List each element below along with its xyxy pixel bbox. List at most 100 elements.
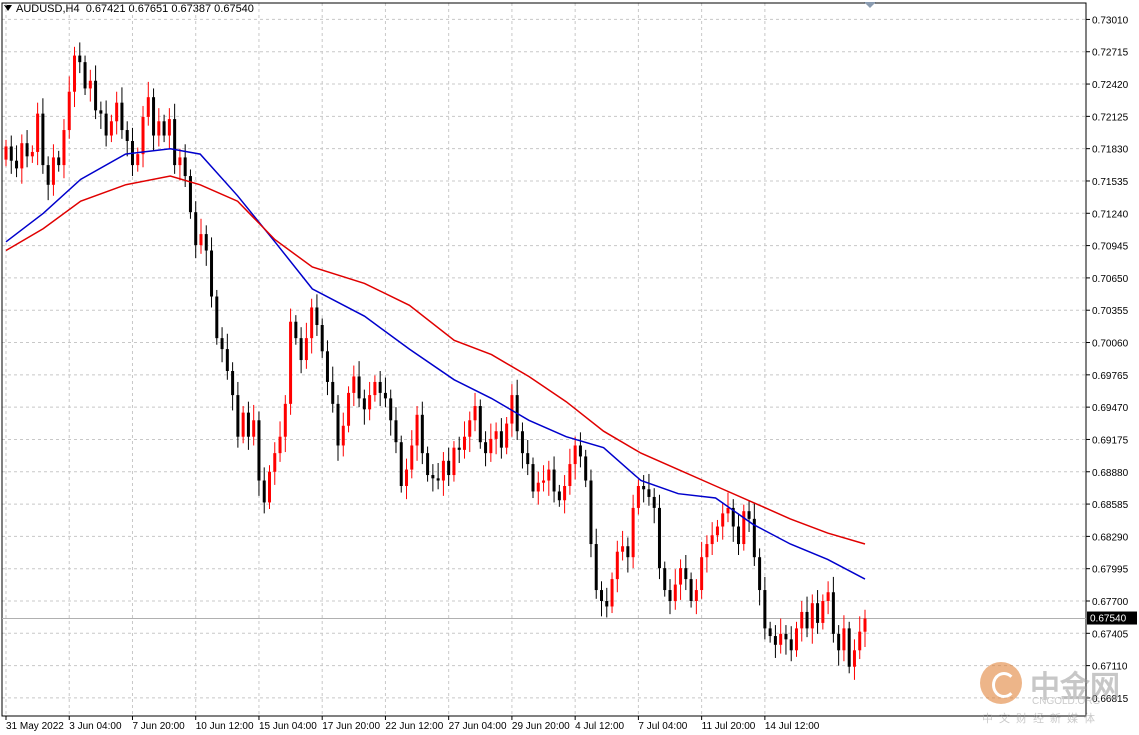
candle-body [204, 234, 208, 251]
candle-body [737, 526, 741, 545]
candle-body [700, 557, 704, 591]
candle-body [784, 633, 788, 640]
candle-body [278, 436, 282, 454]
candle-body [310, 307, 314, 339]
candle-body [668, 590, 672, 601]
candle-body [73, 55, 77, 92]
candle-body [578, 445, 582, 457]
candle-body [631, 507, 635, 558]
candle-body [600, 590, 604, 601]
last-price-label: 0.67540 [1090, 614, 1127, 625]
candle-body [267, 471, 271, 503]
candle-body [426, 453, 430, 476]
x-tick-label: 31 May 2022 [6, 721, 64, 732]
candle-body [109, 121, 113, 136]
candle-body [30, 151, 34, 157]
menu-triangle-icon[interactable] [4, 5, 12, 11]
candle-body [642, 486, 646, 490]
candle-body [763, 590, 767, 629]
candle-body [531, 464, 535, 492]
y-tick-label: 0.67110 [1092, 662, 1128, 673]
candle-body [694, 590, 698, 601]
candle-body [573, 445, 577, 465]
y-tick-label: 0.67700 [1092, 597, 1129, 608]
candle-body [325, 351, 329, 382]
candle-body [389, 398, 393, 421]
candle-body [136, 154, 140, 166]
candle-body [684, 568, 688, 580]
candle-body [478, 406, 482, 443]
ohlc-readout: 0.67421 0.67651 0.67387 0.67540 [85, 3, 254, 15]
candle-body [199, 234, 203, 246]
candle-body [368, 395, 372, 410]
y-tick-label: 0.70355 [1092, 306, 1129, 317]
candle-body [405, 469, 409, 486]
candle-body [457, 447, 461, 450]
candle-body [742, 511, 746, 545]
candle-body [125, 130, 129, 141]
x-tick-label: 7 Jul 04:00 [638, 721, 687, 732]
candle-body [584, 456, 588, 481]
candle-body [341, 425, 345, 446]
candle-body [410, 445, 414, 470]
candle-body [752, 518, 756, 558]
x-tick-label: 10 Jun 12:00 [196, 721, 254, 732]
candle-body [62, 130, 66, 166]
y-tick-label: 0.66815 [1092, 694, 1129, 705]
candle-body [78, 55, 82, 63]
candle-body [347, 392, 351, 426]
candle-body [847, 628, 851, 667]
candle-body [336, 403, 340, 446]
candle-body [663, 568, 667, 591]
y-tick-label: 0.72715 [1092, 48, 1129, 59]
candle-body [447, 460, 451, 476]
candle-body [468, 420, 472, 437]
candle-body [157, 121, 161, 136]
candle-body [399, 442, 403, 486]
candle-body [805, 611, 809, 629]
candle-body [773, 636, 777, 645]
candle-body [826, 592, 830, 601]
candle-body [394, 420, 398, 443]
y-tick-label: 0.73010 [1092, 15, 1129, 26]
y-tick-label: 0.67995 [1092, 565, 1129, 576]
watermark-url: CNGOLD.ORG [1032, 696, 1101, 707]
candle-body [858, 631, 862, 651]
candle-body [104, 113, 108, 136]
candle-body [552, 469, 556, 492]
candle-body [794, 628, 798, 651]
watermark-name: 中金网 [1030, 670, 1120, 705]
y-tick-label: 0.72125 [1092, 112, 1129, 123]
candle-body [283, 403, 287, 437]
candle-body [141, 116, 145, 155]
candle-body [25, 143, 29, 157]
candle-body [294, 321, 298, 339]
candle-body [636, 486, 640, 508]
candle-body [563, 486, 567, 501]
candle-body [173, 119, 177, 166]
candle-body [46, 165, 50, 185]
x-tick-label: 27 Jun 04:00 [449, 721, 507, 732]
y-tick-label: 0.69470 [1092, 403, 1129, 414]
candle-body [41, 113, 45, 166]
candle-body [120, 102, 124, 131]
ma-fast-line [5, 147, 866, 580]
candle-body [362, 398, 366, 410]
candle-body [262, 480, 266, 503]
candle-body [673, 584, 677, 601]
y-tick-label: 0.71240 [1092, 209, 1129, 220]
candle-body [352, 376, 356, 393]
candle-body [383, 392, 387, 399]
candle-body [705, 544, 709, 558]
candle-body [721, 513, 725, 527]
candle-body [837, 633, 841, 651]
y-tick-label: 0.68880 [1092, 468, 1129, 479]
candle-body [452, 447, 456, 476]
x-tick-label: 22 Jun 12:00 [385, 721, 443, 732]
candle-body [441, 460, 445, 481]
candle-body [194, 212, 198, 246]
candle-body [710, 535, 714, 545]
candle-body [320, 325, 324, 352]
candle-body [779, 633, 783, 645]
